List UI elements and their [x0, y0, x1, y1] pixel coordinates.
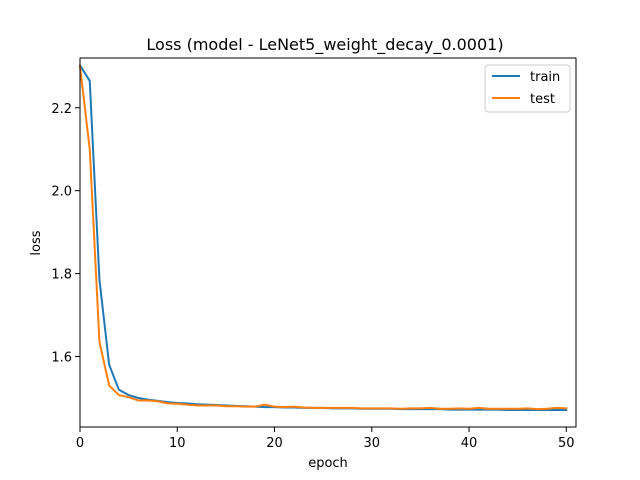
y-axis-label: loss [29, 230, 44, 255]
y-tick-label: 2.2 [51, 102, 72, 117]
x-axis-label: epoch [308, 456, 348, 471]
x-tick-label: 40 [461, 436, 478, 451]
x-tick-label: 10 [169, 436, 186, 451]
axes: 0 10 20 30 40 50 1.6 1.8 2.0 2.2 [51, 102, 574, 451]
x-tick-label: 50 [558, 436, 575, 451]
series-line-test [78, 65, 568, 411]
legend: train test [484, 64, 571, 113]
chart-title: Loss (model - LeNet5_weight_decay_0.0001… [146, 35, 503, 55]
y-tick-label: 1.8 [51, 268, 72, 283]
plot-frame [79, 57, 577, 428]
legend-label-test: test [530, 92, 555, 107]
y-tick-label: 2.0 [51, 185, 72, 200]
y-tick-label: 1.6 [51, 351, 72, 366]
legend-label-train: train [530, 70, 560, 85]
x-tick-label: 0 [76, 436, 84, 451]
x-tick-label: 30 [363, 436, 380, 451]
x-tick-label: 20 [266, 436, 283, 451]
plot-lines [78, 64, 568, 411]
